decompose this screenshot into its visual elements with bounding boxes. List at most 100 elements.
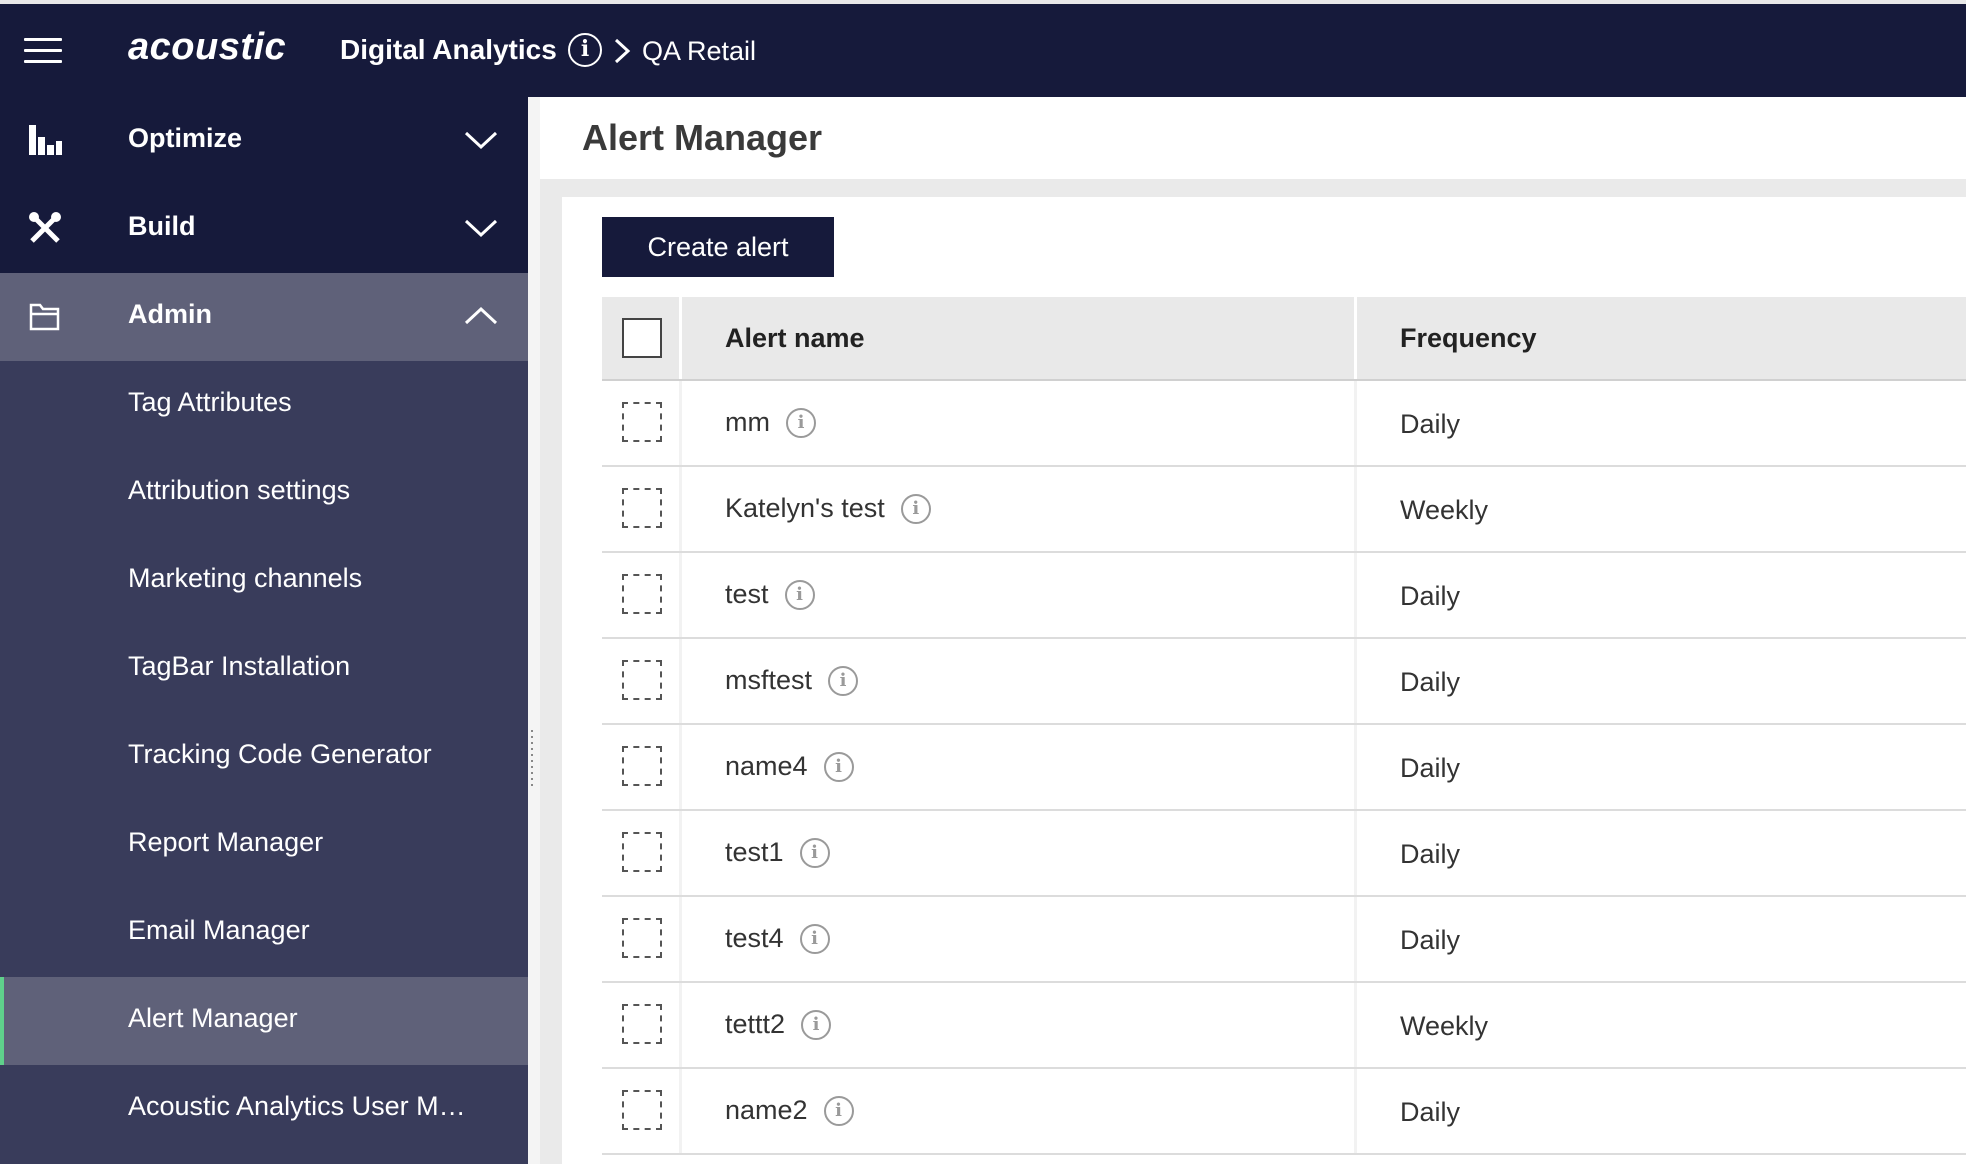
info-icon[interactable]: i xyxy=(799,923,830,954)
alert-name-wrap: test4 i xyxy=(725,923,830,954)
alert-name-cell: name4 i xyxy=(685,725,1357,809)
row-checkbox[interactable] xyxy=(622,918,662,958)
info-icon[interactable]: i xyxy=(828,665,859,696)
alert-frequency: Daily xyxy=(1400,409,1461,439)
alert-frequency: Weekly xyxy=(1400,495,1489,525)
alert-name[interactable]: Katelyn's test xyxy=(725,493,885,523)
row-checkbox[interactable] xyxy=(622,1004,662,1044)
info-icon[interactable]: i xyxy=(784,579,815,610)
row-checkbox[interactable] xyxy=(622,1090,662,1130)
alert-name[interactable]: test xyxy=(725,579,769,609)
info-icon[interactable]: i xyxy=(823,751,854,782)
chevron-right-icon xyxy=(610,34,634,68)
row-select-cell xyxy=(602,467,682,551)
row-checkbox[interactable] xyxy=(622,660,662,700)
frequency-cell: Daily xyxy=(1360,381,1966,465)
alert-name-cell: msftest i xyxy=(685,639,1357,723)
sidebar-item-tagbar-installation[interactable]: TagBar Installation xyxy=(0,625,528,713)
create-alert-button[interactable]: Create alert xyxy=(602,217,834,277)
chevron-down-icon[interactable] xyxy=(462,211,500,245)
sidebar-section-label: Optimize xyxy=(128,123,243,153)
row-select-cell xyxy=(602,1069,682,1153)
row-select-cell xyxy=(602,381,682,465)
table-row[interactable]: test1 i Daily xyxy=(602,811,1966,897)
alert-name[interactable]: tettt2 xyxy=(725,1009,786,1039)
table-row[interactable]: mm i Daily xyxy=(602,381,1966,467)
table-row[interactable]: name2 i Daily xyxy=(602,1069,1966,1155)
info-icon[interactable]: i xyxy=(785,407,816,438)
alert-name-wrap: name2 i xyxy=(725,1095,854,1126)
alert-name-wrap: Katelyn's test i xyxy=(725,493,931,524)
row-select-cell xyxy=(602,639,682,723)
sidebar-item-report-manager[interactable]: Report Manager xyxy=(0,801,528,889)
sidebar-item-marketing-channels[interactable]: Marketing channels xyxy=(0,537,528,625)
alert-frequency: Daily xyxy=(1400,581,1461,611)
alert-name[interactable]: test1 xyxy=(725,837,784,867)
sidebar-section-label: Admin xyxy=(128,299,212,329)
alert-name[interactable]: test4 xyxy=(725,923,784,953)
info-icon[interactable]: i xyxy=(801,1009,832,1040)
select-all-checkbox[interactable] xyxy=(622,318,662,358)
alert-name[interactable]: mm xyxy=(725,407,770,437)
frequency-cell: Daily xyxy=(1360,553,1966,637)
alert-name-wrap: test1 i xyxy=(725,837,830,868)
alert-name-cell: tettt2 i xyxy=(685,983,1357,1067)
sidebar-item-tag-attributes[interactable]: Tag Attributes xyxy=(0,361,528,449)
sidebar-item-alert-manager[interactable]: Alert Manager xyxy=(0,977,528,1065)
column-header-frequency[interactable]: Frequency xyxy=(1360,297,1966,379)
row-checkbox[interactable] xyxy=(622,832,662,872)
breadcrumb-site[interactable]: QA Retail xyxy=(642,36,757,66)
alert-name-wrap: name4 i xyxy=(725,751,854,782)
frequency-cell: Daily xyxy=(1360,897,1966,981)
row-checkbox[interactable] xyxy=(622,402,662,442)
alert-name[interactable]: msftest xyxy=(725,665,813,695)
sidebar-item-tracking-code-generator[interactable]: Tracking Code Generator xyxy=(0,713,528,801)
sidebar-item-label: Tag Attributes xyxy=(128,387,292,417)
sidebar: Optimize Build Admin Tag Attributes Attr… xyxy=(0,97,528,1164)
info-icon[interactable]: i xyxy=(568,33,602,67)
sidebar-resize-handle[interactable] xyxy=(529,728,539,786)
row-checkbox[interactable] xyxy=(622,746,662,786)
tools-icon xyxy=(26,209,64,247)
table-row[interactable]: Katelyn's test i Weekly xyxy=(602,467,1966,553)
row-select-cell xyxy=(602,725,682,809)
table-row[interactable]: name4 i Daily xyxy=(602,725,1966,811)
row-checkbox[interactable] xyxy=(622,574,662,614)
table-row[interactable]: test4 i Daily xyxy=(602,897,1966,983)
sidebar-section-label: Build xyxy=(128,211,196,241)
table-row[interactable]: msftest i Daily xyxy=(602,639,1966,725)
sidebar-item-label: Email Manager xyxy=(128,915,310,945)
info-icon[interactable]: i xyxy=(799,837,830,868)
folder-icon xyxy=(26,297,64,335)
alert-name[interactable]: name2 xyxy=(725,1095,808,1125)
column-header-alert-name[interactable]: Alert name xyxy=(685,297,1357,379)
info-icon[interactable]: i xyxy=(823,1095,854,1126)
alert-name-cell: test1 i xyxy=(685,811,1357,895)
sidebar-item-email-manager[interactable]: Email Manager xyxy=(0,889,528,977)
product-name: Digital Analytics xyxy=(340,34,557,65)
sidebar-section-optimize[interactable]: Optimize xyxy=(0,97,528,185)
table-row[interactable]: tettt2 i Weekly xyxy=(602,983,1966,1069)
sidebar-item-label: Tracking Code Generator xyxy=(128,739,432,769)
row-select-cell xyxy=(602,553,682,637)
sidebar-item-attribution-settings[interactable]: Attribution settings xyxy=(0,449,528,537)
chevron-down-icon[interactable] xyxy=(462,123,500,157)
frequency-cell: Daily xyxy=(1360,1069,1966,1153)
alert-name[interactable]: name4 xyxy=(725,751,808,781)
frequency-cell: Weekly xyxy=(1360,467,1966,551)
alert-name-cell: Katelyn's test i xyxy=(685,467,1357,551)
row-checkbox[interactable] xyxy=(622,488,662,528)
info-icon[interactable]: i xyxy=(900,493,931,524)
table-row[interactable]: test i Daily xyxy=(602,553,1966,639)
alert-frequency: Daily xyxy=(1400,925,1461,955)
sidebar-item-user-manual[interactable]: Acoustic Analytics User M… xyxy=(0,1065,528,1153)
chevron-up-icon[interactable] xyxy=(462,299,500,333)
alert-name-cell: mm i xyxy=(685,381,1357,465)
row-select-cell xyxy=(602,811,682,895)
alerts-panel: Create alert Alert name Frequency mm i Dai… xyxy=(562,197,1966,1164)
hamburger-menu-icon[interactable] xyxy=(24,38,62,63)
sidebar-section-build[interactable]: Build xyxy=(0,185,528,273)
sidebar-section-admin[interactable]: Admin xyxy=(0,273,528,361)
alert-frequency: Daily xyxy=(1400,839,1461,869)
page-title: Alert Manager xyxy=(582,117,823,158)
